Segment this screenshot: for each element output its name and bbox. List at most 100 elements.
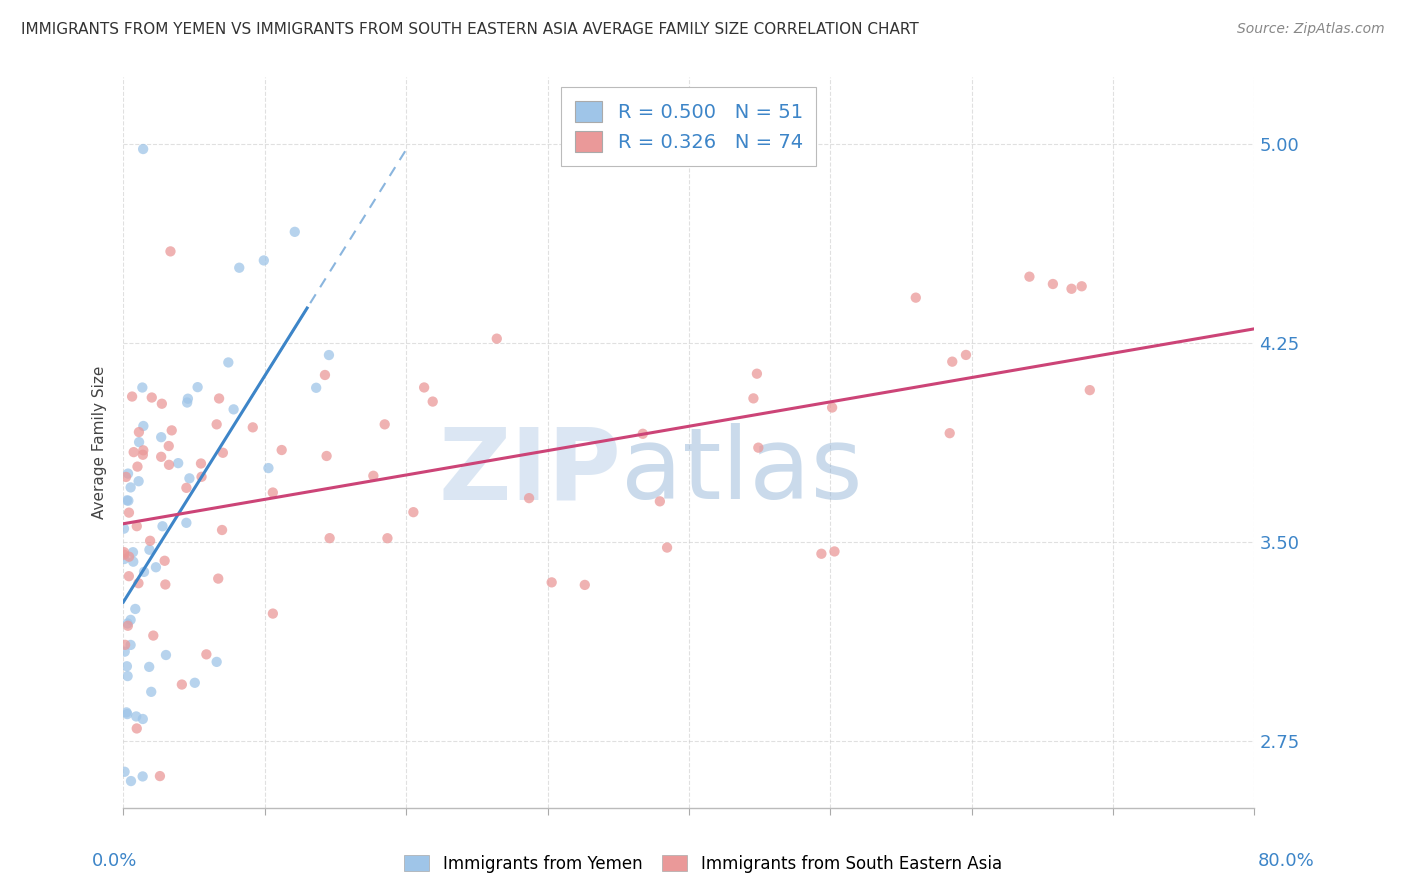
Point bbox=[153, 554, 176, 568]
Text: atlas: atlas bbox=[621, 423, 863, 520]
Point bbox=[540, 575, 562, 590]
Point bbox=[155, 577, 177, 591]
Point bbox=[190, 470, 212, 484]
Point bbox=[1018, 269, 1040, 284]
Point bbox=[1060, 282, 1083, 296]
Point bbox=[145, 560, 167, 574]
Point bbox=[176, 395, 198, 409]
Point bbox=[120, 638, 142, 652]
Point bbox=[187, 380, 209, 394]
Point bbox=[242, 420, 264, 434]
Point bbox=[205, 417, 228, 432]
Point bbox=[142, 629, 165, 643]
Point bbox=[112, 545, 135, 559]
Point bbox=[127, 576, 149, 591]
Point bbox=[207, 572, 229, 586]
Point bbox=[270, 443, 292, 458]
Point bbox=[117, 619, 139, 633]
Point bbox=[631, 426, 654, 441]
Point bbox=[150, 430, 173, 444]
Point bbox=[115, 493, 138, 508]
Point bbox=[117, 707, 139, 722]
Point bbox=[314, 368, 336, 382]
Point bbox=[318, 531, 340, 545]
Point bbox=[159, 244, 181, 259]
Point bbox=[318, 348, 340, 362]
Point bbox=[655, 541, 678, 555]
Point bbox=[205, 655, 228, 669]
Point bbox=[128, 474, 150, 488]
Point bbox=[120, 480, 142, 494]
Point bbox=[1078, 383, 1101, 397]
Point bbox=[150, 450, 173, 464]
Point bbox=[374, 417, 396, 432]
Point bbox=[257, 461, 280, 475]
Point bbox=[131, 769, 153, 783]
Point bbox=[157, 458, 180, 472]
Point bbox=[141, 391, 163, 405]
Point bbox=[120, 774, 142, 789]
Point bbox=[824, 544, 846, 558]
Point bbox=[132, 443, 155, 458]
Point bbox=[128, 425, 150, 439]
Point bbox=[177, 392, 200, 406]
Point bbox=[517, 491, 540, 505]
Text: Source: ZipAtlas.com: Source: ZipAtlas.com bbox=[1237, 22, 1385, 37]
Point bbox=[152, 519, 174, 533]
Point bbox=[305, 381, 328, 395]
Point bbox=[125, 519, 148, 533]
Point bbox=[170, 677, 193, 691]
Point bbox=[211, 523, 233, 537]
Point bbox=[141, 685, 163, 699]
Point bbox=[1042, 277, 1064, 291]
Point bbox=[112, 548, 135, 562]
Point bbox=[402, 505, 425, 519]
Point bbox=[284, 225, 307, 239]
Legend: Immigrants from Yemen, Immigrants from South Eastern Asia: Immigrants from Yemen, Immigrants from S… bbox=[398, 848, 1008, 880]
Point bbox=[262, 607, 284, 621]
Point bbox=[377, 531, 399, 545]
Point bbox=[745, 367, 768, 381]
Point bbox=[176, 481, 198, 495]
Point bbox=[132, 565, 155, 579]
Text: IMMIGRANTS FROM YEMEN VS IMMIGRANTS FROM SOUTH EASTERN ASIA AVERAGE FAMILY SIZE : IMMIGRANTS FROM YEMEN VS IMMIGRANTS FROM… bbox=[21, 22, 920, 37]
Point bbox=[938, 426, 960, 441]
Point bbox=[190, 457, 212, 471]
Point bbox=[138, 542, 160, 557]
Point bbox=[315, 449, 337, 463]
Point bbox=[167, 456, 190, 470]
Point bbox=[160, 423, 183, 437]
Point bbox=[1070, 279, 1092, 293]
Point bbox=[122, 545, 145, 559]
Point bbox=[179, 471, 201, 485]
Point bbox=[176, 516, 198, 530]
Point bbox=[574, 578, 596, 592]
Text: 80.0%: 80.0% bbox=[1258, 852, 1315, 870]
Point bbox=[120, 613, 142, 627]
Point bbox=[114, 764, 136, 779]
Point bbox=[127, 459, 149, 474]
Point bbox=[112, 522, 135, 536]
Point bbox=[422, 394, 444, 409]
Point bbox=[821, 401, 844, 415]
Point bbox=[810, 547, 832, 561]
Point bbox=[117, 669, 139, 683]
Point bbox=[155, 648, 177, 662]
Point bbox=[228, 260, 250, 275]
Point bbox=[212, 446, 235, 460]
Point bbox=[138, 660, 160, 674]
Point bbox=[132, 142, 155, 156]
Point bbox=[132, 419, 155, 434]
Point bbox=[121, 390, 143, 404]
Text: ZIP: ZIP bbox=[439, 423, 621, 520]
Point bbox=[139, 533, 162, 548]
Point bbox=[149, 769, 172, 783]
Point bbox=[124, 602, 146, 616]
Point bbox=[941, 354, 963, 368]
Legend: R = 0.500   N = 51, R = 0.326   N = 74: R = 0.500 N = 51, R = 0.326 N = 74 bbox=[561, 87, 817, 166]
Point bbox=[363, 468, 385, 483]
Point bbox=[262, 485, 284, 500]
Point bbox=[208, 392, 231, 406]
Text: 0.0%: 0.0% bbox=[91, 852, 136, 870]
Point bbox=[118, 506, 141, 520]
